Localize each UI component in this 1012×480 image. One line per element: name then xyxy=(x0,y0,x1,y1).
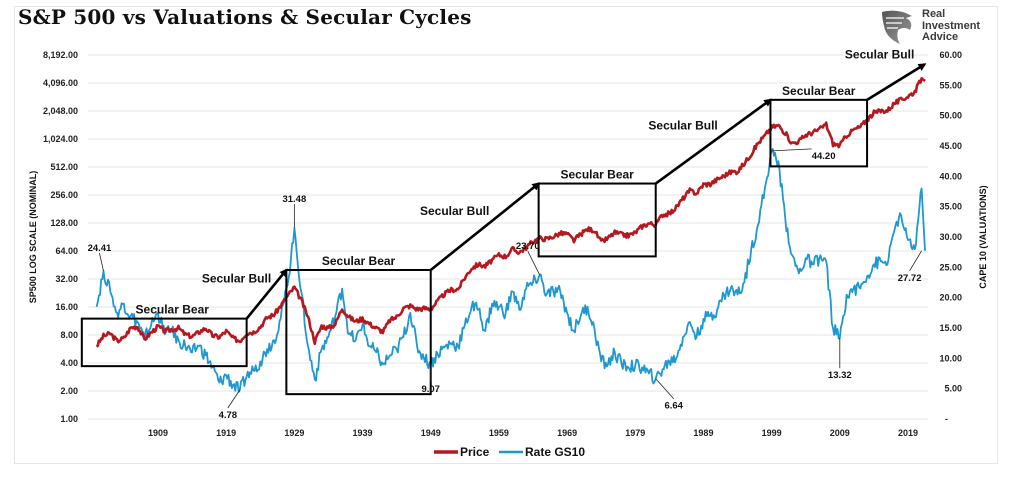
y2-tick-label: 60.00 xyxy=(939,50,962,60)
value-label: 13.32 xyxy=(828,370,852,381)
chart-frame xyxy=(14,6,998,464)
series-lines xyxy=(95,77,926,393)
y-tick-label: 1.00 xyxy=(60,414,78,424)
gridlines xyxy=(88,54,928,420)
value-label: 6.64 xyxy=(664,401,683,412)
cycle-annotations: Secular Bear Secular Bear Secular Bear Secu… xyxy=(80,47,927,396)
y2-tick-label: 30.00 xyxy=(939,232,962,242)
chart-title: S&P 500 vs Valuations & Secular Cycles xyxy=(18,5,472,29)
logo-line-2: Investment xyxy=(922,19,981,32)
x-tick-label: 2009 xyxy=(830,428,850,438)
logo-text: Real Investment Advice xyxy=(922,8,981,44)
y2-tick-label: 10.00 xyxy=(939,353,962,363)
x-tick-label: 1939 xyxy=(353,428,373,438)
legend-price-label: Price xyxy=(460,445,490,459)
value-label-leader xyxy=(99,252,104,271)
secular-bear-label: Secular Bear xyxy=(322,254,396,268)
value-label: 9.07 xyxy=(421,384,440,395)
y2-tick-label: 40.00 xyxy=(939,171,962,181)
y-tick-label: 512.00 xyxy=(50,162,78,172)
series-line-price xyxy=(95,77,926,348)
y-axis-left-ticks: 1.00 2.00 4.00 8.00 16.00 32.00 64.00 128.00 256… xyxy=(43,50,78,424)
x-tick-label: 1929 xyxy=(284,428,304,438)
y-axis-right-label: CAPE 10 (VALUATIONS) xyxy=(978,185,988,288)
logo-line-1: Real xyxy=(922,8,946,20)
secular-bull-label: Secular Bull xyxy=(648,119,717,133)
eagle-shield-icon xyxy=(882,10,912,45)
x-tick-label: 1989 xyxy=(693,428,713,438)
series-line-rate-gs10 xyxy=(95,148,926,393)
value-labels: 24.41 4.78 31.48 9.07 23.70 6.64 44.20 13.32 27.… xyxy=(88,148,922,421)
y-tick-label: 1,024.00 xyxy=(43,134,78,144)
secular-bear-label: Secular Bear xyxy=(782,84,856,98)
secular-bull-label: Secular Bull xyxy=(202,271,271,285)
secular-bull-arrow xyxy=(654,98,773,185)
legend: Price Rate GS10 xyxy=(434,445,585,459)
secular-bear-label: Secular Bear xyxy=(560,168,634,182)
y2-tick-label: 35.00 xyxy=(939,202,962,212)
y-tick-label: 32.00 xyxy=(55,274,78,284)
y-tick-label: 16.00 xyxy=(55,302,78,312)
value-label-leader xyxy=(909,250,922,272)
secular-bull-label: Secular Bull xyxy=(420,204,489,218)
x-tick-label: 1979 xyxy=(625,428,645,438)
y-tick-label: 64.00 xyxy=(55,246,78,256)
value-label: 31.48 xyxy=(282,194,306,205)
x-tick-label: 1949 xyxy=(421,428,441,438)
secular-bear-box xyxy=(285,268,432,396)
y-tick-label: 128.00 xyxy=(50,218,78,228)
y-tick-label: 4.00 xyxy=(60,358,78,368)
value-label-leader xyxy=(771,148,812,152)
secular-bull-arrow xyxy=(245,268,288,320)
y-tick-label: 256.00 xyxy=(50,190,78,200)
y-axis-left-label: SP500 LOG SCALE (NOMINAL) xyxy=(28,171,38,304)
value-label: 4.78 xyxy=(219,410,238,421)
logo-line-3: Advice xyxy=(922,31,959,43)
y2-tick-label: 5.00 xyxy=(944,384,962,394)
secular-bear-box xyxy=(537,182,657,258)
y-tick-label: 4,096.00 xyxy=(43,78,78,88)
y2-tick-label: 55.00 xyxy=(939,80,962,90)
y2-tick-label: 50.00 xyxy=(939,111,962,121)
x-tick-label: 2019 xyxy=(898,428,918,438)
y-tick-label: 2,048.00 xyxy=(43,106,78,116)
value-label: 27.72 xyxy=(898,273,922,284)
y2-tick-label: 45.00 xyxy=(939,141,962,151)
x-tick-label: 1959 xyxy=(489,428,509,438)
x-axis-ticks: 1909 1919 1929 1939 1949 1959 1969 1979 1989 1999… xyxy=(148,428,918,438)
secular-bull-arrow xyxy=(429,182,541,272)
x-tick-label: 1999 xyxy=(762,428,782,438)
value-label: 23.70 xyxy=(516,241,540,252)
y2-tick-label: 25.00 xyxy=(939,262,962,272)
y-tick-label: 8.00 xyxy=(60,330,78,340)
x-tick-label: 1919 xyxy=(216,428,236,438)
value-label-leader xyxy=(655,378,675,399)
y2-tick-label: 15.00 xyxy=(939,323,962,333)
x-tick-label: 1969 xyxy=(557,428,577,438)
value-label-leader xyxy=(527,251,541,276)
y-tick-label: 8,192.00 xyxy=(43,50,78,60)
secular-bear-box xyxy=(769,98,869,168)
secular-bull-label: Secular Bull xyxy=(845,47,914,61)
y-axis-right-ticks: - 5.00 10.00 15.00 20.00 25.00 30.00 35.00 40.00… xyxy=(939,50,962,424)
secular-bull-arrow xyxy=(866,63,927,101)
x-tick-label: 1909 xyxy=(148,428,168,438)
y-tick-label: 2.00 xyxy=(60,386,78,396)
secular-bear-label: Secular Bear xyxy=(136,303,210,317)
y2-tick-label: - xyxy=(945,414,948,424)
legend-cape-label: Rate GS10 xyxy=(525,445,585,459)
value-label-leader xyxy=(227,389,241,409)
value-label: 24.41 xyxy=(88,243,112,254)
y2-tick-label: 20.00 xyxy=(939,293,962,303)
logo: Real Investment Advice xyxy=(878,8,998,46)
secular-bear-box xyxy=(80,317,248,368)
value-label: 44.20 xyxy=(812,151,836,162)
